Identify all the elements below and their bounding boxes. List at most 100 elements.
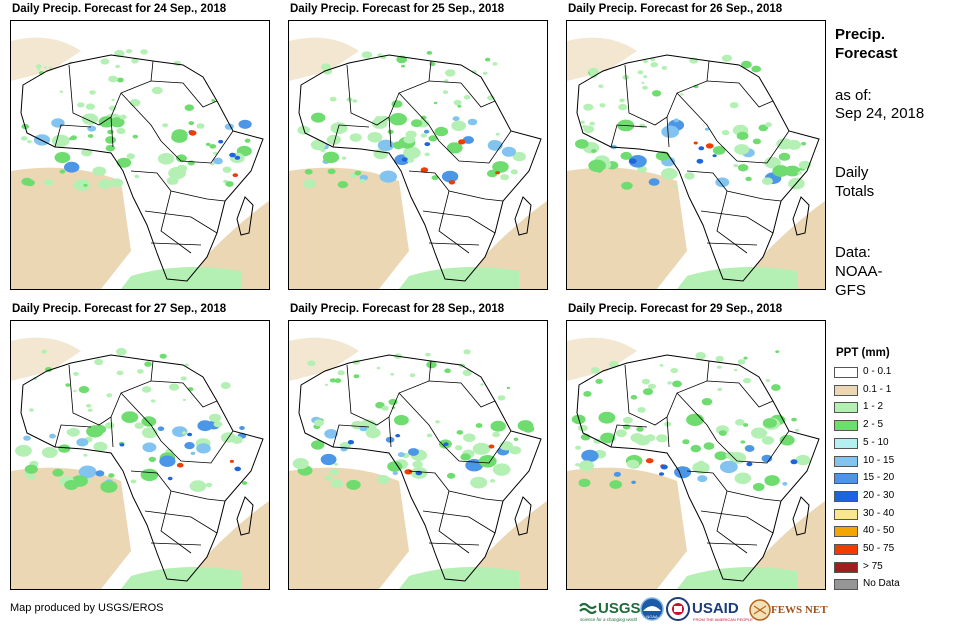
precip-cell xyxy=(600,432,616,444)
precip-cell xyxy=(790,459,798,465)
legend-label: 15 - 20 xyxy=(863,472,895,484)
precip-cell xyxy=(426,433,433,438)
precip-cell xyxy=(581,449,599,462)
precip-cell xyxy=(517,420,534,432)
legend-swatch xyxy=(834,473,858,485)
usaid-logo: USAID FROM THE AMERICAN PEOPLE xyxy=(692,600,753,622)
precip-cell xyxy=(775,350,780,353)
precip-cell xyxy=(105,136,116,144)
precip-cell xyxy=(89,90,96,95)
precip-cell xyxy=(180,376,187,381)
panel-title-3: Daily Precip. Forecast for 26 Sep., 2018 xyxy=(568,3,783,15)
precip-cell xyxy=(448,180,456,185)
madagascar-outline xyxy=(792,196,810,236)
precip-cell xyxy=(661,125,680,138)
precip-cell xyxy=(205,482,213,488)
precip-cell xyxy=(347,440,354,445)
madagascar-outline xyxy=(236,196,254,236)
precip-cell xyxy=(487,140,503,151)
precip-cell xyxy=(478,455,497,468)
country-border xyxy=(438,430,512,464)
precip-cell xyxy=(642,388,654,396)
precip-cell xyxy=(703,442,715,450)
indian-drizzle xyxy=(459,501,547,589)
precip-cell xyxy=(100,58,110,65)
precip-cell xyxy=(87,125,97,132)
precip-cell xyxy=(157,153,175,165)
precip-cell xyxy=(337,370,345,376)
precip-cell xyxy=(404,469,413,475)
atlantic-drizzle xyxy=(289,467,409,589)
atlantic-drizzle xyxy=(567,467,687,589)
precip-cell xyxy=(41,447,58,458)
precip-cell xyxy=(23,435,31,441)
data-source-line2: NOAA- xyxy=(835,263,883,280)
precip-cell xyxy=(181,431,187,435)
precip-cell xyxy=(187,432,193,437)
precip-cell xyxy=(361,51,373,59)
legend-swatch xyxy=(834,526,858,538)
legend-label: 10 - 15 xyxy=(863,454,895,466)
precip-cell xyxy=(575,445,581,450)
precip-cell xyxy=(589,121,595,126)
precip-cell xyxy=(83,453,88,457)
precip-cell xyxy=(492,62,498,66)
precip-cell xyxy=(652,90,662,97)
precip-cell xyxy=(110,178,124,188)
precip-cell xyxy=(639,123,646,128)
precip-cell xyxy=(106,393,113,398)
precip-cell xyxy=(697,460,705,466)
fewsnet-logo: FEWS NET xyxy=(749,599,828,621)
precip-cell xyxy=(426,51,433,55)
precip-cell xyxy=(167,476,173,481)
precip-cell xyxy=(379,170,397,183)
precip-cell xyxy=(462,369,472,376)
precip-cell xyxy=(721,54,732,62)
precip-cell xyxy=(420,115,427,120)
country-border xyxy=(716,190,748,254)
usgs-logo: USGS science for a changing world xyxy=(579,600,641,622)
precip-cell xyxy=(379,115,389,123)
precip-cell xyxy=(85,103,95,110)
panel-title-6: Daily Precip. Forecast for 29 Sep., 2018 xyxy=(568,303,783,315)
country-border xyxy=(438,490,470,554)
precip-cell xyxy=(115,64,120,69)
country-border xyxy=(700,510,774,534)
precip-cell xyxy=(27,140,32,144)
precip-cell xyxy=(741,60,752,69)
country-border xyxy=(422,210,496,234)
precip-cell xyxy=(475,423,483,428)
credit-text: Map produced by USGS/EROS xyxy=(10,602,164,614)
country-border xyxy=(428,80,496,108)
precip-cell xyxy=(397,452,405,458)
country-border xyxy=(610,424,648,448)
precip-cell xyxy=(367,132,383,143)
precip-cell xyxy=(302,179,317,189)
africa-outline xyxy=(298,54,542,282)
precip-cell xyxy=(591,149,597,153)
precip-cell xyxy=(583,391,592,397)
precip-cell xyxy=(377,139,395,151)
precip-cell xyxy=(451,120,467,131)
precip-cell xyxy=(326,134,341,145)
precip-cell xyxy=(428,135,438,142)
usaid-logo-text: USAID xyxy=(692,600,739,617)
precip-cell xyxy=(631,480,636,484)
africa-outline xyxy=(576,354,820,582)
precip-cell xyxy=(24,464,38,474)
legend-swatch xyxy=(834,437,858,449)
precip-cell xyxy=(765,122,772,128)
precip-cell xyxy=(426,360,437,369)
precip-cell xyxy=(115,347,127,356)
precip-cell xyxy=(209,144,217,149)
legend-label: 20 - 30 xyxy=(863,489,895,501)
precip-cell xyxy=(83,183,88,187)
precip-cell xyxy=(324,475,333,481)
precip-cell xyxy=(334,378,342,383)
precip-cell xyxy=(467,118,478,126)
panel-title-1: Daily Precip. Forecast for 24 Sep., 2018 xyxy=(12,3,227,15)
precip-cell xyxy=(189,480,207,492)
country-border xyxy=(160,190,192,254)
precip-cell xyxy=(510,169,518,175)
precip-cell xyxy=(385,436,395,443)
